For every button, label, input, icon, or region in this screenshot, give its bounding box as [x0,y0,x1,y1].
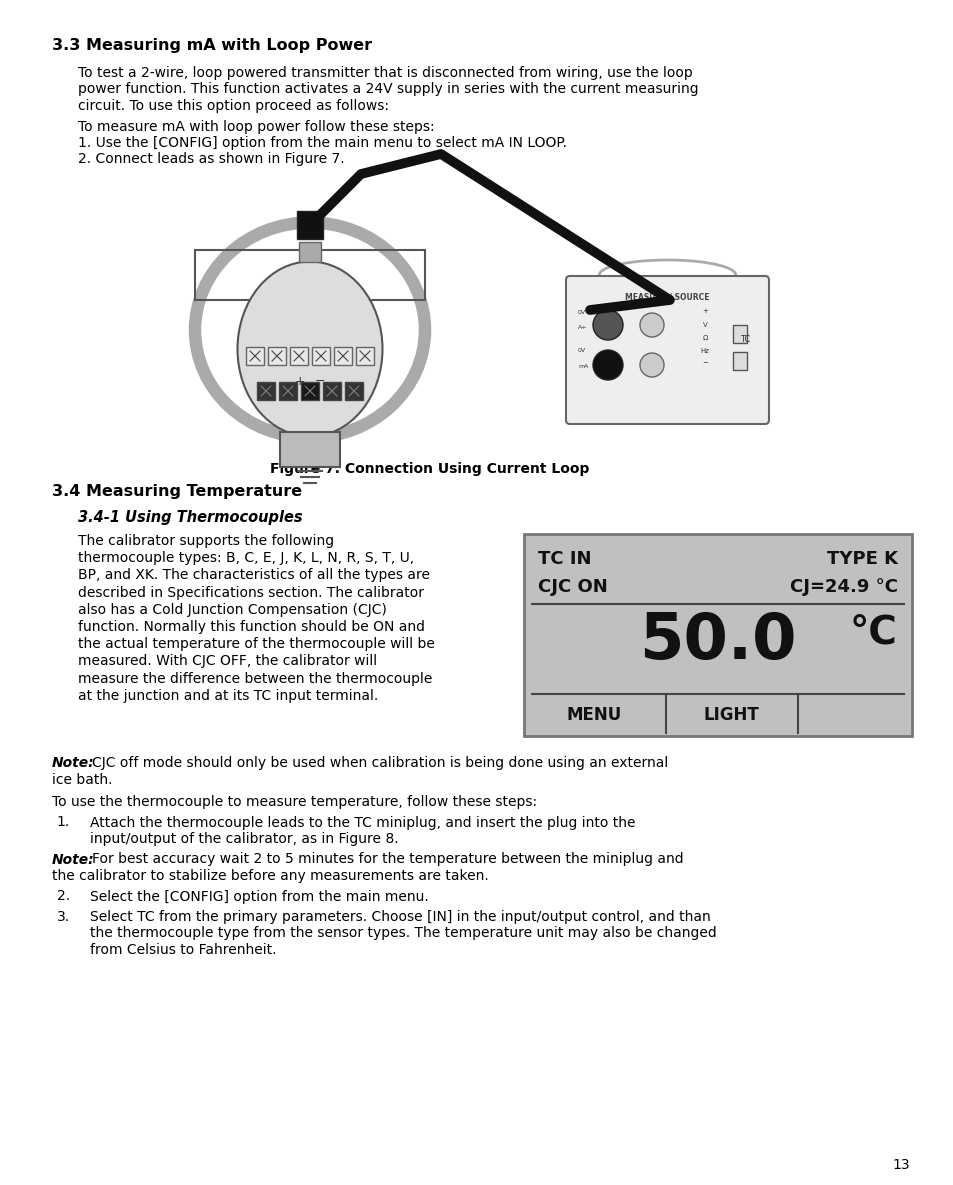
Text: The calibrator supports the following: The calibrator supports the following [78,534,334,547]
Bar [256,382,274,401]
Text: Note:: Note: [52,756,94,770]
Text: also has a Cold Junction Compensation (CJC): also has a Cold Junction Compensation (C… [78,603,387,617]
Text: CJC ON: CJC ON [537,578,607,596]
Text: Attach the thermocouple leads to the TC miniplug, and insert the plug into the: Attach the thermocouple leads to the TC … [90,815,635,830]
Bar [298,242,320,262]
Text: −: − [314,374,325,387]
Bar [312,347,330,365]
Text: 3.3 Measuring mA with Loop Power: 3.3 Measuring mA with Loop Power [52,38,372,53]
Text: the calibrator to stabilize before any measurements are taken.: the calibrator to stabilize before any m… [52,869,488,883]
Text: BP, and XK. The characteristics of all the types are: BP, and XK. The characteristics of all t… [78,569,430,582]
Text: circuit. To use this option proceed as follows:: circuit. To use this option proceed as f… [78,100,389,113]
Text: TC IN: TC IN [537,550,591,568]
Text: To measure mA with loop power follow these steps:: To measure mA with loop power follow the… [78,120,435,134]
Text: Note:: Note: [52,852,94,866]
Text: input/output of the calibrator, as in Figure 8.: input/output of the calibrator, as in Fi… [90,832,398,846]
Text: measured. With CJC OFF, the calibrator will: measured. With CJC OFF, the calibrator w… [78,654,376,668]
Bar [345,382,363,401]
Bar [301,382,318,401]
Text: 1. Use the [CONFIG] option from the main menu to select mA IN LOOP.: 1. Use the [CONFIG] option from the main… [78,136,566,150]
Bar [523,534,911,736]
Text: function. Normally this function should be ON and: function. Normally this function should … [78,620,424,634]
Text: 3.: 3. [57,910,70,924]
Text: LIGHT: LIGHT [703,706,759,724]
Bar [246,347,264,365]
Text: To use the thermocouple to measure temperature, follow these steps:: To use the thermocouple to measure tempe… [52,795,537,809]
Circle shape [593,350,622,380]
Text: 2. Connect leads as shown in Figure 7.: 2. Connect leads as shown in Figure 7. [78,153,344,167]
Text: the thermocouple type from the sensor types. The temperature unit may also be ch: the thermocouple type from the sensor ty… [90,927,716,941]
Ellipse shape [237,262,382,436]
Text: 3.4-1 Using Thermocouples: 3.4-1 Using Thermocouples [78,510,302,525]
Text: power function. This function activates a 24V supply in series with the current : power function. This function activates … [78,83,698,96]
Bar [296,211,323,239]
Text: CJ=24.9 °C: CJ=24.9 °C [789,578,897,596]
Text: Select the [CONFIG] option from the main menu.: Select the [CONFIG] option from the main… [90,890,428,903]
Text: −: − [701,360,707,366]
Text: CJC off mode should only be used when calibration is being done using an externa: CJC off mode should only be used when ca… [91,756,667,770]
Text: 0V: 0V [578,310,585,315]
Text: measure the difference between the thermocouple: measure the difference between the therm… [78,672,432,686]
Bar [732,325,746,342]
Text: Figure 7. Connection Using Current Loop: Figure 7. Connection Using Current Loop [270,462,589,476]
Text: the actual temperature of the thermocouple will be: the actual temperature of the thermocoup… [78,638,435,652]
Text: 1.: 1. [56,815,70,830]
Text: Select TC from the primary parameters. Choose [IN] in the input/output control, : Select TC from the primary parameters. C… [90,910,710,924]
Bar [323,382,340,401]
Text: TC: TC [739,335,749,344]
Text: from Celsius to Fahrenheit.: from Celsius to Fahrenheit. [90,943,276,957]
Text: A+: A+ [578,325,587,329]
Bar [355,347,374,365]
Text: 13: 13 [891,1158,909,1172]
Bar [290,347,308,365]
Text: +: + [701,308,707,314]
Bar [280,433,339,467]
Text: MEASURE / SOURCE: MEASURE / SOURCE [624,292,708,301]
Text: V: V [702,322,706,328]
Text: thermocouple types: B, C, E, J, K, L, N, R, S, T, U,: thermocouple types: B, C, E, J, K, L, N,… [78,551,414,565]
Bar [268,347,286,365]
Text: 3.4 Measuring Temperature: 3.4 Measuring Temperature [52,483,302,499]
Text: +: + [294,374,305,387]
Text: TYPE K: TYPE K [826,550,897,568]
Text: To test a 2-wire, loop powered transmitter that is disconnected from wiring, use: To test a 2-wire, loop powered transmitt… [78,66,692,81]
Text: Ω: Ω [701,335,707,341]
Bar [732,352,746,370]
Text: ice bath.: ice bath. [52,773,112,787]
Text: °C: °C [849,614,897,652]
Circle shape [639,353,663,377]
Circle shape [639,313,663,337]
Text: Hz: Hz [700,348,709,354]
Bar [278,382,296,401]
Text: mA: mA [578,364,588,369]
Text: at the junction and at its TC input terminal.: at the junction and at its TC input term… [78,688,377,703]
Text: 2.: 2. [57,890,70,903]
Text: 0V: 0V [578,348,585,353]
Text: described in Specifications section. The calibrator: described in Specifications section. The… [78,585,423,600]
FancyBboxPatch shape [565,276,768,424]
Bar [334,347,352,365]
Circle shape [593,310,622,340]
Text: MENU: MENU [566,706,621,724]
Text: 50.0: 50.0 [639,610,796,672]
Text: For best accuracy wait 2 to 5 minutes for the temperature between the miniplug a: For best accuracy wait 2 to 5 minutes fo… [91,852,683,866]
